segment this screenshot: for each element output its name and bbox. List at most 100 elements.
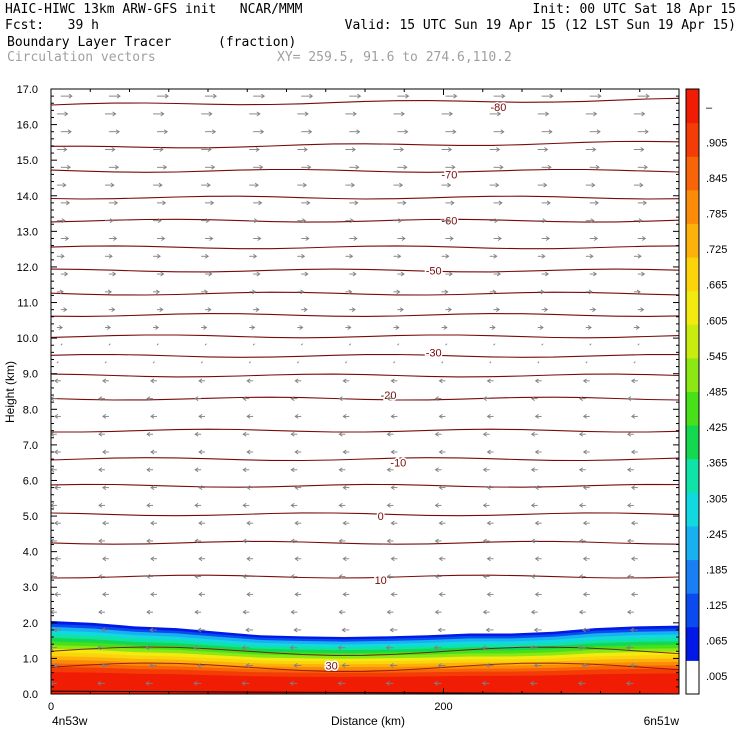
wind-vector: [51, 396, 57, 401]
wind-vector: [482, 431, 490, 437]
x-end-label-left: 4n53w: [52, 714, 88, 728]
wind-vector: [533, 627, 542, 633]
wind-vector: [60, 93, 73, 99]
wind-vector: [198, 449, 206, 455]
wind-vector: [201, 147, 212, 152]
wind-vector: [205, 93, 217, 99]
wind-vector: [294, 485, 302, 490]
wind-vector: [198, 414, 206, 419]
wind-vector: [637, 93, 650, 99]
wind-vector: [578, 396, 586, 401]
x-axis: 0 200 4n53w 6n51w: [48, 89, 679, 728]
wind-vector: [633, 253, 642, 259]
wind-vector: [108, 93, 121, 99]
wind-vector: [537, 147, 549, 152]
wind-vector: [345, 182, 356, 188]
wind-vector: [338, 609, 346, 615]
wind-vector: [633, 111, 646, 117]
wind-vector: [300, 343, 304, 346]
wind-vector: [153, 289, 161, 295]
wind-vector: [493, 129, 505, 135]
wind-vector: [530, 467, 538, 473]
wind-vector: [541, 343, 544, 346]
wind-vector: [434, 396, 442, 401]
wind-vector: [337, 645, 346, 651]
wind-vector: [290, 574, 298, 579]
colorbar-swatch: [686, 660, 699, 695]
y-tick-label: 15.0: [17, 155, 38, 167]
wind-vector: [145, 680, 154, 686]
wind-vector: [338, 431, 346, 437]
wind-vector: [102, 414, 109, 419]
wind-vector: [252, 343, 255, 346]
wind-vector: [585, 182, 596, 188]
wind-vector: [246, 485, 254, 490]
wind-vector: [589, 271, 598, 277]
wind-vector: [296, 361, 300, 364]
contour-line: [51, 140, 679, 149]
contour-line: [51, 313, 679, 317]
wind-vector: [589, 236, 599, 241]
wind-vector: [253, 129, 265, 135]
wind-vector: [482, 574, 490, 579]
wind-vector: [201, 325, 208, 330]
wind-vector: [630, 556, 638, 562]
wind-vector: [56, 289, 64, 295]
wind-vector: [393, 218, 403, 224]
colorbar-label: .125: [706, 600, 727, 612]
wind-vector: [156, 307, 164, 313]
tracer-field: [51, 621, 679, 694]
contour-line: [51, 291, 679, 296]
wind-vector: [108, 343, 111, 346]
y-tick-label: 6.0: [23, 475, 38, 487]
wind-vector: [341, 663, 350, 668]
wind-vector: [297, 325, 304, 330]
wind-vector: [153, 111, 165, 117]
wind-vector: [345, 253, 354, 259]
wind-vector: [581, 663, 590, 668]
wind-vector: [242, 396, 250, 401]
wind-vector: [482, 503, 490, 508]
y-tick-label: 4.0: [23, 547, 38, 559]
wind-vector: [441, 289, 449, 295]
wind-vector: [153, 253, 161, 259]
wind-vector: [97, 645, 105, 651]
wind-vector: [397, 164, 408, 170]
wind-vector: [481, 680, 490, 686]
wind-vector: [54, 591, 61, 597]
wind-vector: [434, 431, 442, 437]
wind-vector: [98, 609, 105, 615]
colorbar-label: .485: [706, 387, 727, 399]
y-tick-label: 16.0: [17, 120, 38, 132]
wind-vector: [626, 645, 634, 651]
wind-vector: [101, 663, 109, 668]
wind-vector: [485, 627, 494, 633]
wind-vector: [438, 591, 446, 597]
wind-vector: [98, 431, 105, 437]
contour-line: [51, 218, 679, 223]
wind-vector: [537, 289, 545, 295]
wind-vector: [146, 538, 154, 544]
wind-vector: [98, 396, 105, 401]
contour-line: [51, 574, 679, 579]
wind-vector: [445, 271, 453, 277]
wind-vector: [54, 520, 61, 526]
contour-label: 10: [375, 575, 387, 587]
wind-vector: [627, 503, 634, 508]
wind-vector: [101, 627, 109, 633]
wind-vector: [585, 218, 595, 224]
wind-vector: [445, 343, 448, 346]
contour-line: [51, 245, 679, 250]
wind-vector: [541, 93, 554, 99]
wind-vector: [245, 627, 254, 633]
wind-vector: [390, 591, 398, 597]
wind-vector: [386, 503, 394, 508]
wind-vector: [629, 663, 638, 668]
colorbar-swatch: [686, 257, 699, 292]
wind-vector: [397, 200, 407, 206]
wind-vector: [301, 164, 312, 170]
wind-vector: [393, 253, 402, 259]
wind-vector: [530, 538, 538, 544]
wind-vector: [98, 574, 105, 579]
wind-vector: [198, 378, 206, 384]
